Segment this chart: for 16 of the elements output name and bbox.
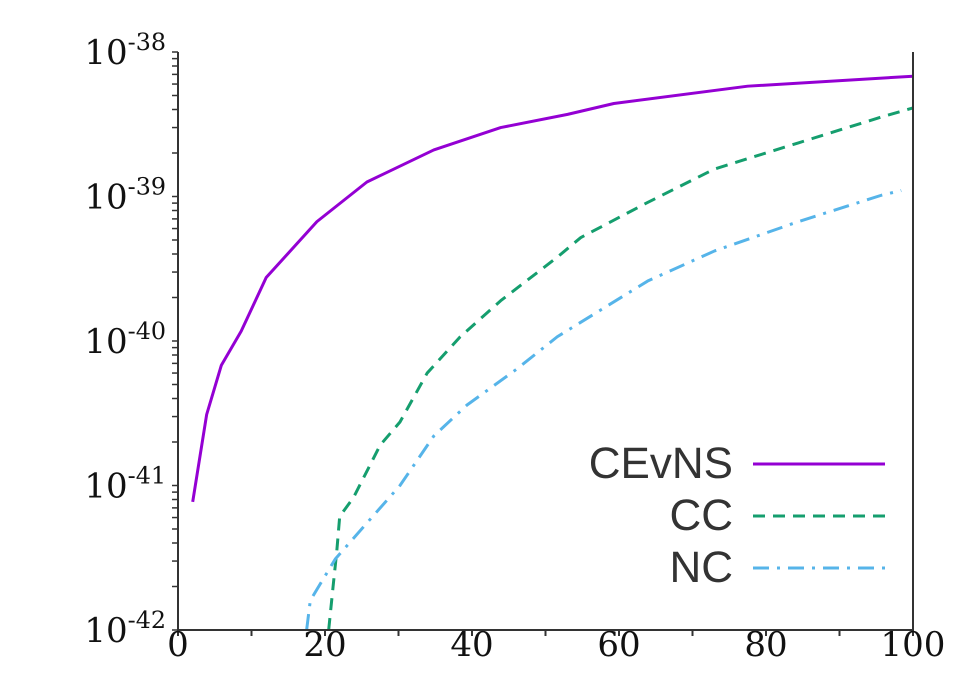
line-series xyxy=(327,106,913,630)
legend-label: CEvNS xyxy=(588,439,733,489)
legend-label: NC xyxy=(669,543,733,593)
y-tick-label: 10$^{-39}$ xyxy=(84,172,166,218)
x-tick-label: 100 xyxy=(880,625,946,665)
y-tick-label: 10$^{-40}$ xyxy=(84,316,166,362)
legend-label: CC xyxy=(669,491,733,541)
y-tick-label: 10$^{-42}$ xyxy=(84,606,166,651)
y-tick-label: 10$^{-38}$ xyxy=(84,28,166,73)
x-tick-label: 0 xyxy=(167,625,189,665)
x-tick-label: 20 xyxy=(303,625,347,665)
x-tick-label: 60 xyxy=(597,625,641,665)
y-tick-label: 10$^{-41}$ xyxy=(84,461,166,506)
line-series xyxy=(305,189,903,630)
x-tick-label: 40 xyxy=(450,625,494,665)
x-tick-label: 80 xyxy=(744,625,788,665)
